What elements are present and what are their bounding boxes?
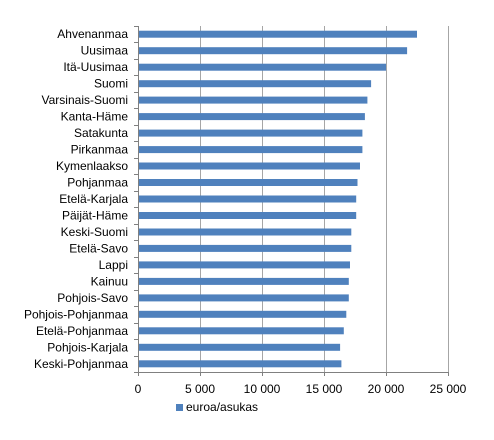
bar (138, 327, 344, 335)
axes (134, 26, 449, 376)
bar (138, 212, 357, 219)
x-tick-label: 25 000 (430, 382, 467, 396)
category-label: Keski-Suomi (61, 225, 128, 239)
bar (138, 162, 360, 170)
x-tick-label: 10 000 (244, 382, 281, 396)
category-label: Etelä-Karjala (59, 192, 128, 206)
category-label: Etelä-Pohjanmaa (36, 324, 128, 338)
x-tick-label: 15 000 (306, 382, 343, 396)
category-label: Pohjois-Karjala (47, 340, 128, 354)
bar (138, 96, 368, 104)
bar (138, 244, 352, 252)
category-label: Kymenlaakso (56, 159, 128, 173)
category-label: Päijät-Häme (62, 208, 128, 222)
bar (138, 129, 363, 137)
category-label: Varsinais-Suomi (42, 93, 128, 107)
legend-label: euroa/asukas (186, 400, 259, 414)
category-label: Itä-Uusimaa (63, 60, 128, 74)
bar (138, 228, 352, 236)
category-label: Pirkanmaa (71, 143, 129, 157)
bar (138, 360, 342, 368)
bar (138, 343, 341, 351)
bar (138, 146, 363, 154)
bar (138, 30, 417, 38)
x-tick-label: 0 (135, 382, 142, 396)
tick-labels: 0 5 000 10 000 15 000 20 000 25 000 (135, 382, 467, 396)
legend-swatch (176, 403, 183, 411)
bar (138, 195, 357, 203)
bar (138, 310, 347, 318)
category-label: Kanta-Häme (61, 110, 129, 124)
x-tick-label: 5 000 (185, 382, 215, 396)
category-label: Suomi (94, 77, 128, 91)
bars (138, 30, 417, 368)
bar (138, 47, 408, 55)
category-label: Pohjois-Savo (57, 291, 128, 305)
bar (138, 261, 350, 269)
category-label: Satakunta (74, 126, 128, 140)
category-label: Lappi (99, 258, 128, 272)
category-label: Pohjois-Pohjanmaa (24, 307, 128, 321)
category-label: Keski-Pohjanmaa (34, 357, 128, 371)
x-tick-label: 20 000 (368, 382, 405, 396)
bar (138, 277, 349, 285)
category-label: Uusimaa (81, 44, 129, 58)
category-label: Pohjanmaa (67, 176, 128, 190)
bar (138, 63, 386, 71)
category-label: Etelä-Savo (69, 241, 128, 255)
category-label: Ahvenanmaa (57, 27, 128, 41)
category-label: Kainuu (91, 274, 128, 288)
bar (138, 179, 358, 186)
bar (138, 80, 372, 88)
bar (138, 113, 365, 121)
legend: euroa/asukas (176, 400, 258, 414)
category-labels: Ahvenanmaa Uusimaa Itä-Uusimaa Suomi Varsina… (24, 27, 128, 371)
bar (138, 294, 349, 302)
